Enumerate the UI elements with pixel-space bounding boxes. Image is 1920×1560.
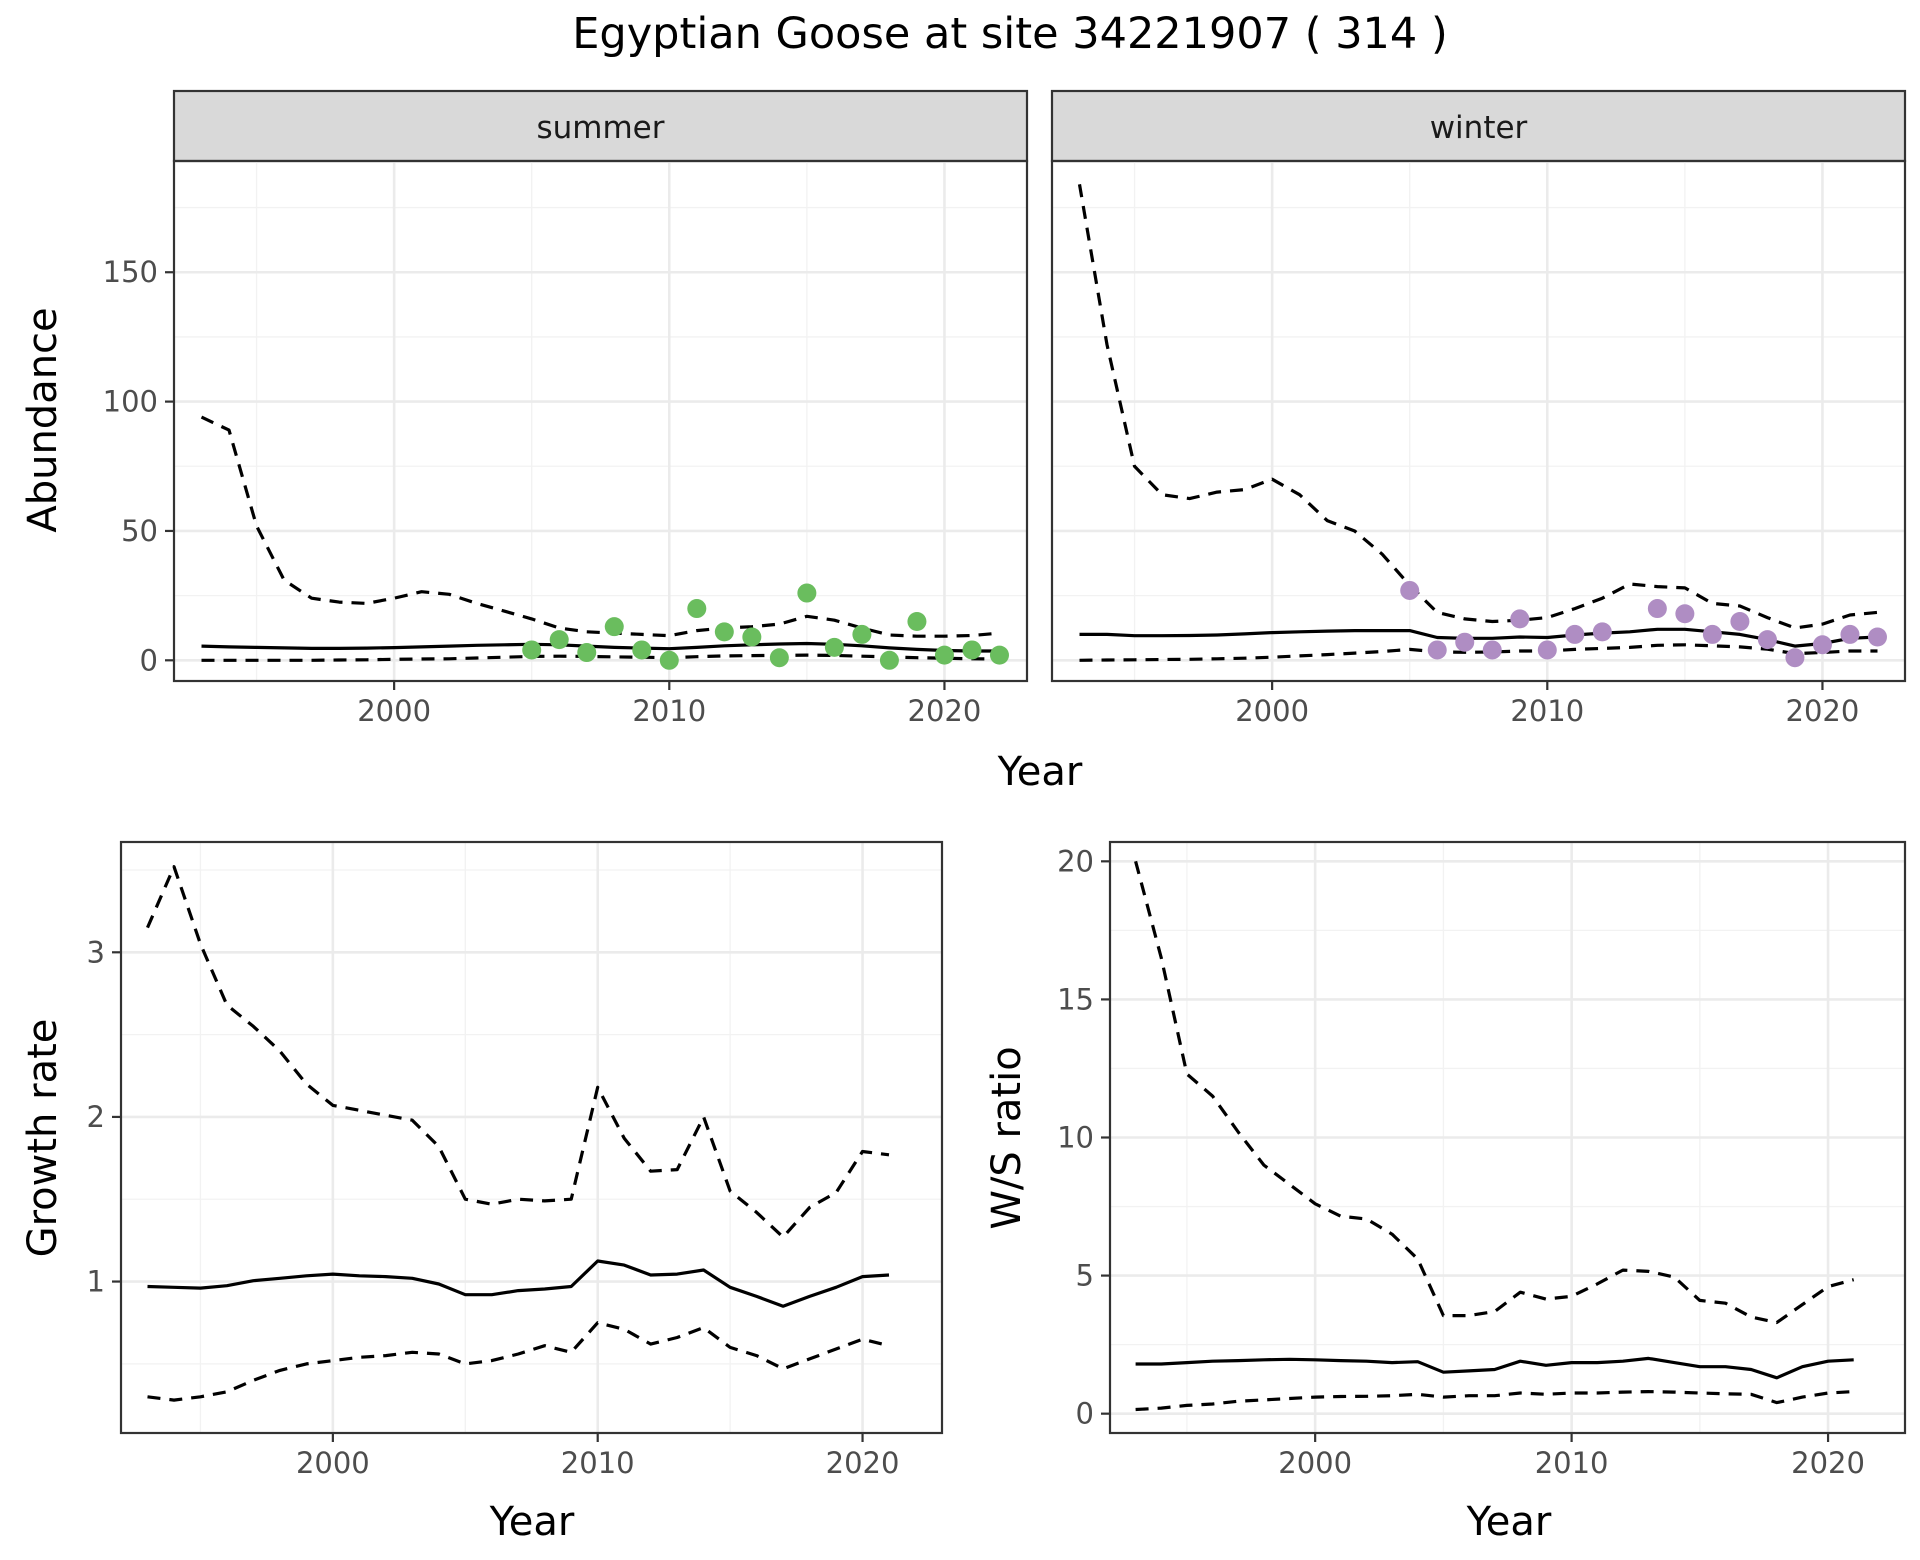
y-tick-label: 5 — [1076, 1259, 1094, 1293]
y-tick-label: 15 — [1057, 982, 1094, 1016]
series-group — [200, 415, 1009, 670]
observation-point — [1840, 624, 1860, 644]
observation-point — [742, 627, 762, 647]
observation-point — [824, 637, 844, 657]
panel-ws-ratio: 2000 2010 2020 0 5 10 15 20 W/S ratio Year — [984, 840, 1907, 1545]
x-tick-label: 2020 — [1786, 694, 1860, 728]
ylabel-ws-ratio: W/S ratio — [984, 1046, 1030, 1229]
observation-point — [687, 599, 707, 619]
x-tick-label: 2010 — [632, 694, 706, 728]
observation-point — [989, 645, 1009, 665]
observation-point — [1812, 635, 1832, 655]
x-tick-label: 2000 — [296, 1446, 370, 1480]
xlabel-abundance: Year — [997, 749, 1083, 795]
strip-label-winter: winter — [1430, 110, 1528, 146]
observation-point — [1730, 611, 1750, 631]
panel-border — [1050, 159, 1907, 683]
observation-point — [1427, 640, 1447, 660]
observation-point — [714, 622, 734, 642]
x-tick-label: 2020 — [826, 1446, 900, 1480]
strip-label-summer: summer — [536, 110, 664, 146]
observation-point — [934, 645, 954, 665]
strip-summer — [172, 89, 1029, 163]
upper-ci-line — [200, 415, 1000, 638]
observation-point — [577, 643, 597, 663]
x-tick-label: 2000 — [1278, 1446, 1352, 1480]
y-tick-label: 20 — [1057, 844, 1094, 878]
panel-abundance-summer: summer 2000 2010 2020 0 50 100 150 Abundance — [20, 89, 1029, 728]
lower-ci-line — [1079, 643, 1878, 662]
estimate-line — [1079, 627, 1878, 648]
observation-point — [1482, 640, 1502, 660]
observation-point — [962, 640, 982, 660]
observation-point — [1785, 648, 1805, 668]
lower-ci-line — [201, 653, 1000, 662]
y-tick-label: 50 — [121, 514, 158, 548]
x-tick-label: 2000 — [1235, 694, 1309, 728]
y-tick-label: 10 — [1057, 1121, 1094, 1155]
observation-point — [852, 624, 872, 644]
ylabel-abundance: Abundance — [20, 307, 66, 532]
observation-point — [1537, 640, 1557, 660]
x-tick-label: 2010 — [1535, 1446, 1609, 1480]
plot-abundance-winter: 2000 2010 2020 — [1050, 159, 1907, 728]
observation-point — [549, 630, 569, 650]
estimate-line — [201, 641, 1000, 653]
panel-abundance-winter: winter 2000 2010 2020 — [1050, 89, 1907, 728]
y-tick-label: 0 — [140, 643, 158, 677]
panel-border — [172, 159, 1029, 683]
observation-point — [1510, 609, 1530, 629]
plot-abundance-summer: 2000 2010 2020 0 50 100 150 — [103, 159, 1029, 728]
x-tick-label: 2010 — [1510, 694, 1584, 728]
upper-ci-line — [146, 865, 890, 1239]
x-tick-label: 2020 — [908, 694, 982, 728]
x-tick-label: 2000 — [357, 694, 431, 728]
plot-growth-rate: 2000 2010 2020 1 2 3 — [87, 840, 944, 1480]
panel-border — [119, 840, 944, 1435]
y-tick-label: 3 — [87, 935, 105, 969]
upper-ci-line — [1077, 184, 1878, 630]
x-tick-label: 2020 — [1791, 1446, 1865, 1480]
observation-point — [1675, 604, 1695, 624]
panel-growth-rate: 2000 2010 2020 1 2 3 Growth rate Year — [20, 840, 944, 1545]
ylabel-growth-rate: Growth rate — [20, 1019, 66, 1258]
observation-point — [1455, 632, 1475, 652]
observation-point — [522, 640, 542, 660]
observation-point — [1592, 622, 1612, 642]
y-tick-label: 1 — [87, 1265, 105, 1299]
series-group — [1077, 184, 1887, 668]
xlabel-growth-rate: Year — [489, 1499, 575, 1545]
observation-point — [1400, 580, 1420, 600]
x-tick-label: 2010 — [561, 1446, 635, 1480]
xlabel-ws-ratio: Year — [1466, 1499, 1552, 1545]
observation-point — [1565, 624, 1585, 644]
observation-point — [1867, 627, 1887, 647]
series-group — [146, 865, 890, 1402]
estimate-line — [147, 1259, 890, 1308]
observation-point — [659, 650, 679, 670]
plot-ws-ratio: 2000 2010 2020 0 5 10 15 20 — [1057, 840, 1907, 1480]
y-tick-label: 0 — [1076, 1397, 1094, 1431]
y-tick-label: 2 — [87, 1100, 105, 1134]
observation-point — [604, 617, 624, 637]
lower-ci-line — [147, 1321, 890, 1402]
observation-point — [632, 640, 652, 660]
estimate-line — [1135, 1356, 1854, 1380]
observation-point — [879, 650, 899, 670]
y-tick-label: 150 — [103, 255, 158, 289]
lower-ci-line — [1135, 1390, 1854, 1412]
observation-point — [797, 583, 817, 603]
figure-title: Egyptian Goose at site 34221907 ( 314 ) — [572, 9, 1447, 59]
observation-point — [1757, 630, 1777, 650]
observation-point — [1647, 599, 1667, 619]
y-tick-label: 100 — [103, 385, 158, 419]
observation-point — [1702, 624, 1722, 644]
observation-point — [907, 611, 927, 631]
observation-point — [769, 648, 789, 668]
series-group — [1134, 860, 1855, 1412]
